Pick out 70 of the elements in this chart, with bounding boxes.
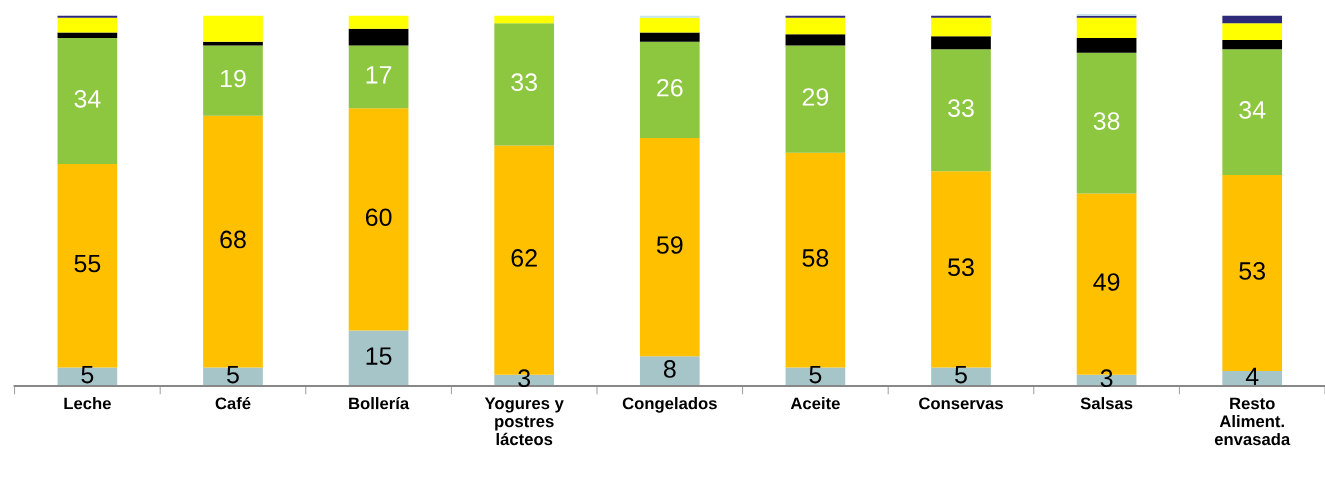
x-tick-label: Yogures y postres lácteos [484,397,564,446]
x-tick-label: Bollería [349,396,410,410]
data-label: 59 [656,236,683,254]
bar [203,367,263,386]
data-label: 38 [1093,112,1120,130]
data-label: 8 [663,360,676,378]
bar [931,36,991,50]
data-label: 55 [74,254,101,273]
x-tick-label: Café [215,396,251,410]
bar [639,32,700,42]
data-label: 5 [955,365,967,384]
data-label: 53 [948,258,974,277]
data-label: 60 [365,208,392,227]
bar [348,45,409,109]
bar [348,28,409,46]
bar [1222,23,1283,40]
data-label: 5 [81,365,94,384]
data-label: 62 [511,249,537,267]
bar [785,34,846,46]
bar [785,17,846,35]
bar [203,45,263,116]
bar [1222,15,1283,24]
bar [931,367,991,386]
bar [494,23,555,146]
bar [348,108,409,331]
data-label: 49 [1093,273,1120,291]
bar [639,17,700,33]
data-label: 15 [366,347,392,365]
bar [348,330,409,386]
data-label: 33 [948,99,974,117]
bar [57,367,118,386]
data-label: 17 [366,66,392,84]
bar [57,163,118,368]
data-label: 68 [220,230,246,249]
data-label: 53 [1239,262,1265,280]
data-label: 19 [220,69,246,88]
bar [203,115,263,368]
bar [639,137,700,357]
data-label: 5 [227,365,239,384]
data-label: 5 [809,365,822,384]
data-label: 4 [1245,367,1259,385]
bar [1076,17,1137,39]
bar [1076,38,1137,53]
data-label: 34 [1239,101,1266,119]
bar [931,17,991,37]
bar [785,152,846,368]
data-label: 34 [74,89,101,108]
x-tick-label: Leche [64,397,111,410]
x-tick-label: Salsas [1080,397,1133,410]
bar [494,15,555,24]
bar [57,17,118,33]
bar [1222,39,1283,50]
bar [203,15,263,42]
x-tick-label: Congelados [622,397,717,413]
x-tick-label: Conservas [919,397,1003,410]
bar [348,15,409,29]
data-label: 58 [802,249,829,267]
bar [931,171,991,368]
data-label: 29 [802,88,829,106]
bar [931,49,991,172]
bar [639,356,700,386]
bar [785,45,846,153]
x-tick-label: Aceite [790,397,840,410]
data-label: 26 [657,78,683,97]
data-label: 33 [511,73,537,92]
bar [639,41,700,138]
x-tick-label: Resto Aliment. envasada [1214,397,1291,446]
bar [57,38,118,164]
bar [1076,52,1137,194]
bar [1222,49,1283,175]
